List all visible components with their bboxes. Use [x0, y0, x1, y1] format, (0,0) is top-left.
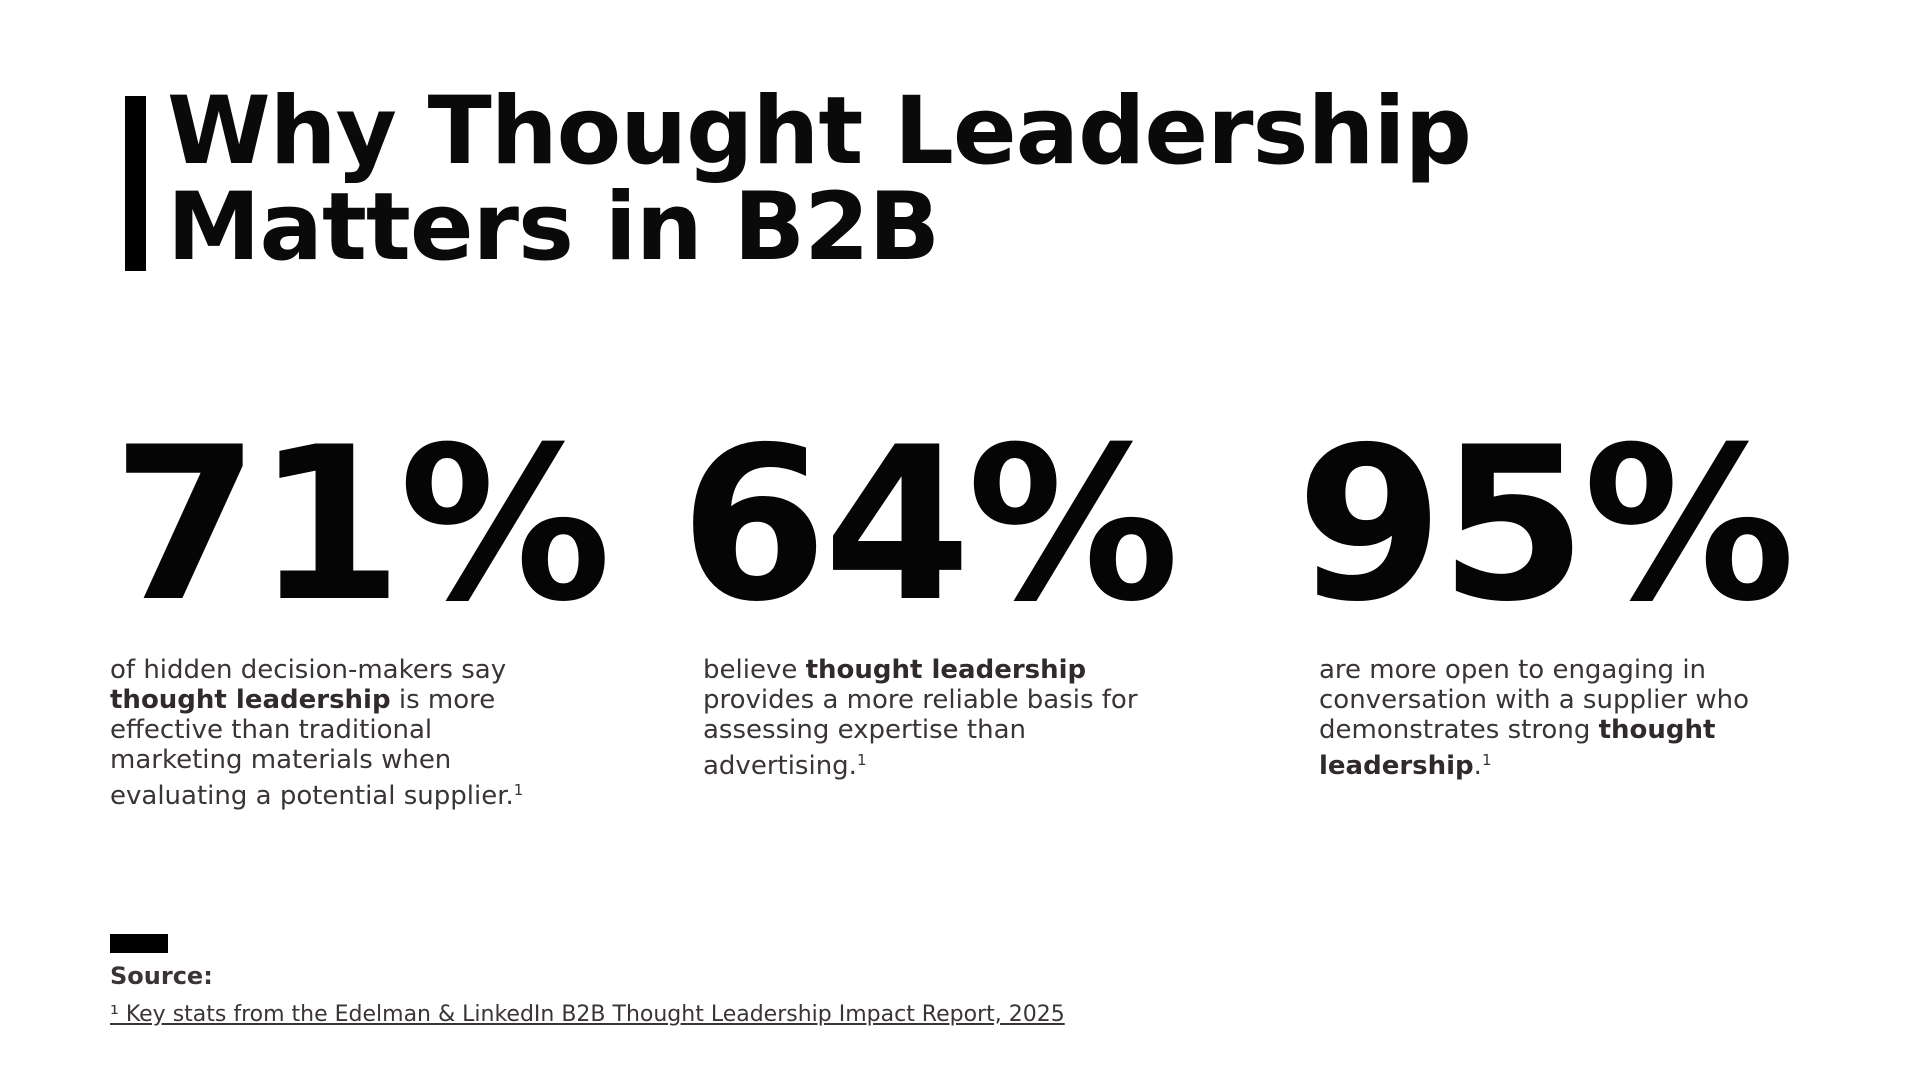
stat-description-1: of hidden decision-makers say thought le…: [110, 655, 580, 811]
desc-text: are more open to engaging in: [1319, 655, 1707, 685]
stat-description-2: believe thought leadership provides a mo…: [703, 655, 1173, 781]
page-title: Why Thought Leadership Matters in B2B: [167, 84, 1567, 276]
desc-text: conversation with a supplier who: [1319, 685, 1750, 715]
stat-description-3: are more open to engaging in conversatio…: [1319, 655, 1789, 781]
desc-line: thought leadership is more: [110, 685, 495, 715]
source-reference-link[interactable]: ¹ Key stats from the Edelman & LinkedIn …: [110, 1002, 1065, 1027]
desc-line: marketing materials when: [110, 745, 451, 775]
desc-emphasis: thought: [1598, 715, 1716, 745]
desc-text: is more: [390, 685, 496, 715]
desc-emphasis: thought leadership: [805, 655, 1087, 685]
source-label: Source:: [110, 962, 213, 990]
desc-text: provides a more reliable basis for: [703, 685, 1138, 715]
stat-block-2: 64%: [680, 401, 1179, 648]
footnote-marker: 1: [1481, 751, 1492, 769]
page-title-line-1: Why Thought Leadership: [167, 77, 1472, 186]
desc-text: advertising.: [703, 751, 857, 781]
desc-text: assessing expertise than: [703, 715, 1027, 745]
desc-line: are more open to engaging in: [1319, 655, 1706, 685]
desc-line: advertising.1: [703, 751, 867, 781]
desc-line: leadership.1: [1319, 751, 1491, 781]
desc-text: evaluating a potential supplier.: [110, 781, 514, 811]
desc-line: of hidden decision-makers say: [110, 655, 506, 685]
desc-emphasis: thought leadership: [110, 685, 391, 715]
stat-value: 71%: [112, 401, 611, 648]
desc-line: conversation with a supplier who: [1319, 685, 1749, 715]
stat-block-3: 95%: [1296, 401, 1795, 648]
desc-text: demonstrates strong: [1319, 715, 1599, 745]
stat-block-1: 71%: [112, 401, 611, 648]
title-accent-bar: [125, 96, 146, 271]
desc-line: evaluating a potential supplier.1: [110, 781, 523, 811]
desc-text: believe: [703, 655, 806, 685]
footnote-marker: 1: [856, 751, 867, 769]
desc-line: assessing expertise than: [703, 715, 1026, 745]
desc-text: marketing materials when: [110, 745, 452, 775]
desc-line: effective than traditional: [110, 715, 432, 745]
desc-emphasis: leadership: [1319, 751, 1474, 781]
desc-line: believe thought leadership: [703, 655, 1086, 685]
stat-value: 64%: [680, 401, 1179, 648]
desc-text: .: [1473, 751, 1482, 781]
stat-value: 95%: [1296, 401, 1795, 648]
desc-line: demonstrates strong thought: [1319, 715, 1715, 745]
footnote-marker: 1: [513, 781, 524, 799]
source-accent-bar: [110, 934, 168, 953]
page-title-line-2: Matters in B2B: [167, 173, 940, 282]
desc-text: effective than traditional: [110, 715, 433, 745]
desc-text: of hidden decision-makers say: [110, 655, 507, 685]
desc-line: provides a more reliable basis for: [703, 685, 1138, 715]
